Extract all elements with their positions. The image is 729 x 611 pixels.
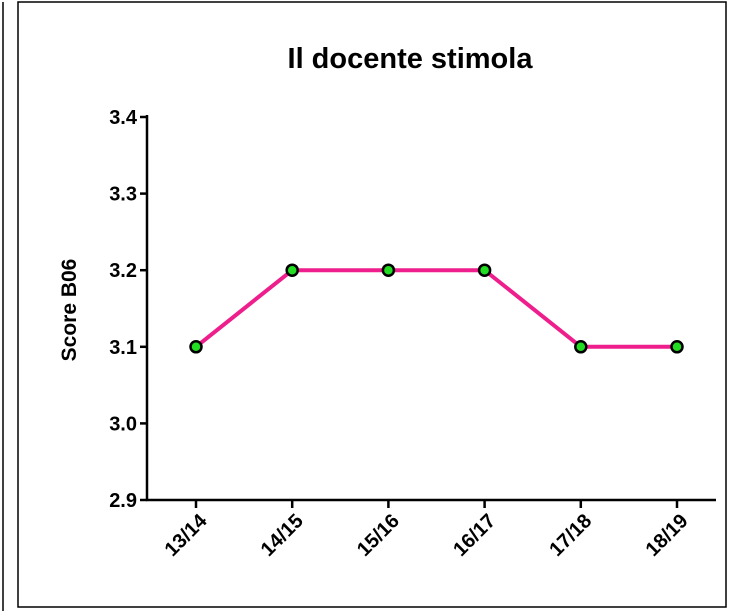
y-tick-label: 3.0 (109, 413, 137, 435)
marker (574, 340, 588, 354)
marker (381, 263, 396, 277)
x-tick-label: 16/17 (449, 510, 500, 561)
line (194, 268, 677, 349)
chart-title: Il docente stimola (288, 43, 534, 75)
marker (189, 340, 203, 354)
frame (17, 1, 727, 608)
x-tick-label: 17/18 (545, 510, 596, 561)
x-tick-label: 15/16 (353, 510, 404, 561)
marker (285, 263, 299, 277)
marker (670, 340, 684, 354)
y-tick-label: 2.9 (109, 490, 137, 512)
marker (477, 263, 492, 277)
y-axis-label: Score B06 (58, 259, 81, 362)
x-tick-label: 14/15 (257, 510, 308, 561)
y-tick-label: 3.2 (109, 260, 137, 282)
x-tick-label: 13/14 (161, 509, 213, 561)
x-tick-label: 18/19 (642, 510, 693, 561)
y-tick-label: 3.4 (109, 107, 138, 129)
y-tick-label: 3.1 (109, 337, 137, 359)
y-tick-label: 3.3 (109, 184, 137, 206)
